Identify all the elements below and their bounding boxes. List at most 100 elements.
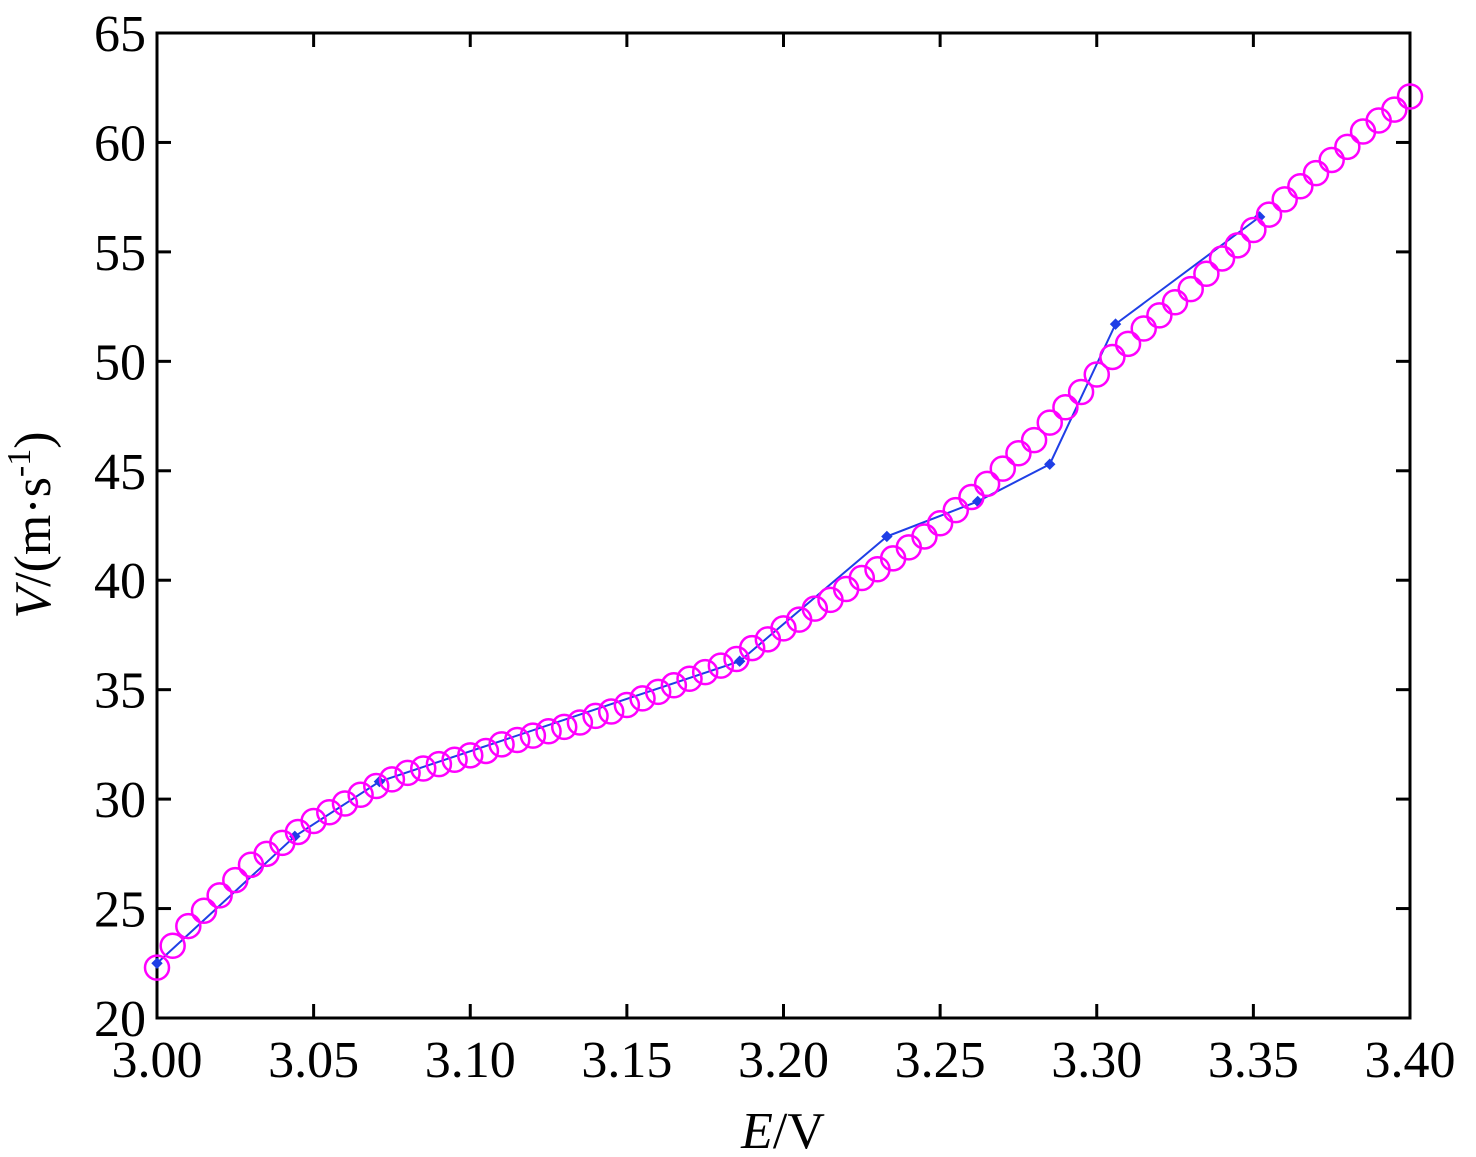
fitted-point [206,882,233,909]
fitted-point [394,759,421,787]
x-tick-label: 3.35 [1208,1032,1299,1089]
y-axis-unit-prefix: /(m·s [5,477,62,587]
x-axis-var: E [740,1103,773,1157]
measured-point [1109,318,1122,330]
fitted-point [441,746,468,773]
fitted-point [1240,216,1267,244]
y-axis-label: V/(m·s-1) [1,431,62,618]
fitted-point [190,897,218,924]
fitted-point [973,470,1001,498]
series-layer [143,83,1424,981]
fitted-point [519,722,547,749]
fitted-point [1302,159,1330,187]
fitted-point [1224,232,1251,259]
fitted-point [1005,440,1032,467]
fitted-point [347,781,374,808]
fitted-point [1255,201,1283,228]
x-tick-label: 3.25 [895,1032,986,1089]
fitted-point [1318,146,1345,174]
fitted-point [911,523,938,550]
x-tick-label: 3.00 [112,1032,203,1089]
x-tick-label: 3.30 [1051,1032,1142,1089]
y-tick-label: 50 [94,334,146,391]
fitted-point [488,731,515,758]
fitted-point [1052,394,1079,421]
y-tick-label: 20 [94,991,146,1048]
fitted-point [942,496,970,524]
fitted-point [1161,288,1189,316]
y-tick-label: 60 [94,115,146,172]
fitted-point [1036,409,1064,436]
fitted-point [770,615,797,642]
fitted-point [629,685,656,712]
fitted-point [644,678,672,706]
measured-point [1044,458,1056,470]
fitted-point [989,455,1017,482]
y-tick-label: 45 [94,444,146,501]
fitted-point [1020,426,1048,454]
fitted-point [550,713,578,741]
fitted-point [300,807,327,835]
fitted-point [1208,245,1236,272]
fitted-point [331,790,359,817]
fitted-point [316,798,343,826]
y-axis-var: V [5,582,62,619]
fitted-point [958,483,985,511]
y-tick-label: 30 [94,772,146,829]
fitted-point [1271,186,1298,213]
x-tick-label: 3.15 [581,1032,672,1089]
fitted-point [1396,83,1424,110]
y-axis-unit-suffix: ) [5,431,62,448]
measured-point [151,957,163,969]
x-axis-unit: /V [773,1103,825,1157]
fitted-point [613,691,641,719]
fitted-point [1146,302,1173,329]
x-axis-label: E/V [740,1103,825,1157]
fitted-point [535,718,562,745]
fitted-point [660,672,688,699]
fitted-point [1193,260,1220,288]
fitted-point [801,595,829,622]
fitted-point [472,737,500,765]
fitted-point [1334,133,1361,161]
fitted-point [457,742,484,769]
y-tick-label: 55 [94,225,146,282]
x-tick-label: 3.40 [1365,1032,1456,1089]
fitted-point [1067,378,1095,406]
fitted-point [848,564,876,592]
series-2 [143,83,1424,981]
x-tick-label: 3.20 [738,1032,829,1089]
fitted-point [503,726,531,754]
x-axis-ticks: 3.00 3.05 3.10 3.15 3.20 3.25 3.30 3.35 3.40 [112,33,1456,1089]
fitted-point [676,665,703,692]
plot-area [155,31,1412,1020]
fitted-point [1099,343,1126,371]
fitted-point [707,652,735,679]
fitted-point [582,702,609,730]
fitted-point [597,698,625,725]
fitted-point [926,510,954,537]
fitted-point [1114,330,1142,358]
fitted-point [566,709,594,736]
fitted-point [1130,315,1157,342]
fitted-point [363,772,390,800]
fitted-point [691,658,719,686]
fitted-point [159,932,186,960]
y-axis-ticks: 20 25 30 35 40 45 50 55 60 65 [94,6,1410,1048]
fitted-point [1083,361,1110,388]
fitted-point [1287,172,1314,200]
fitted-point [378,766,406,793]
fitted-point [738,634,766,662]
fitted-point [410,755,437,782]
fitted-point [222,866,249,894]
fitted-point [175,912,202,940]
x-tick-label: 3.05 [268,1032,359,1089]
fitted-point [143,954,171,981]
fitted-point [1381,96,1408,123]
measured-point [881,530,893,543]
y-tick-label: 40 [94,553,146,610]
fitted-point [425,750,453,778]
y-tick-label: 25 [94,882,146,939]
y-tick-label: 35 [94,663,146,720]
